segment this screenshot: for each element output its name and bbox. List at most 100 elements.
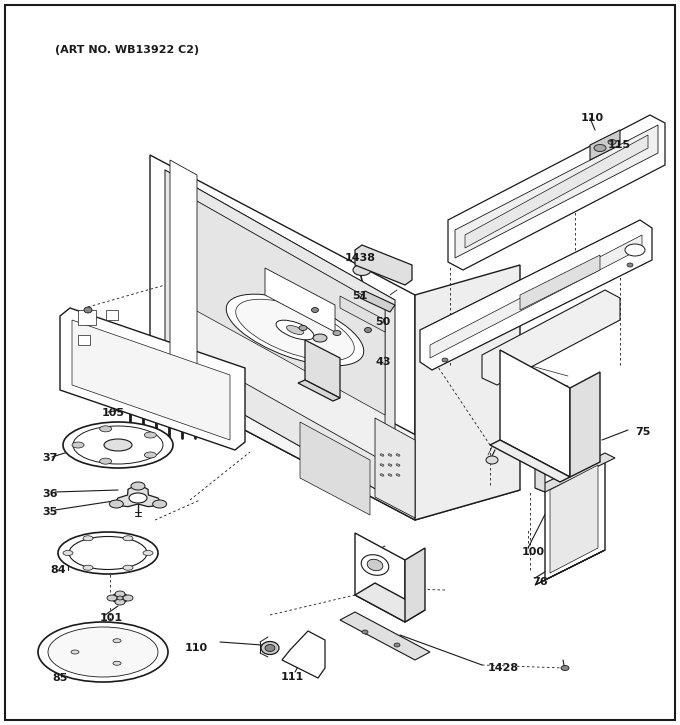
Ellipse shape [117, 596, 123, 600]
Polygon shape [195, 200, 385, 415]
Ellipse shape [63, 550, 73, 555]
Polygon shape [340, 612, 430, 660]
Polygon shape [282, 631, 325, 678]
Polygon shape [170, 160, 197, 383]
Ellipse shape [265, 645, 275, 652]
Ellipse shape [571, 466, 579, 470]
Ellipse shape [84, 307, 92, 313]
Ellipse shape [286, 326, 303, 334]
Ellipse shape [388, 464, 392, 466]
Bar [78, 310, 96, 325]
Ellipse shape [361, 555, 389, 576]
Ellipse shape [627, 263, 633, 267]
Polygon shape [340, 296, 385, 332]
Ellipse shape [71, 650, 79, 654]
Polygon shape [265, 268, 335, 332]
Polygon shape [465, 135, 648, 248]
Polygon shape [300, 422, 370, 515]
Ellipse shape [123, 536, 133, 541]
Ellipse shape [144, 452, 156, 458]
Ellipse shape [115, 591, 125, 597]
Ellipse shape [396, 454, 400, 456]
Ellipse shape [362, 630, 368, 634]
Text: 35: 35 [42, 507, 57, 517]
Ellipse shape [313, 334, 327, 342]
Text: 51: 51 [352, 291, 367, 301]
Ellipse shape [276, 320, 314, 340]
Bar [106, 310, 118, 320]
Ellipse shape [364, 328, 371, 333]
Text: 110: 110 [581, 113, 604, 123]
Polygon shape [535, 460, 545, 492]
Polygon shape [72, 320, 230, 440]
Text: 36: 36 [42, 489, 58, 499]
Ellipse shape [69, 536, 147, 570]
Text: 115: 115 [608, 140, 631, 150]
Ellipse shape [333, 331, 341, 336]
Text: 50: 50 [375, 317, 390, 327]
Text: 85: 85 [52, 673, 67, 683]
Ellipse shape [143, 550, 153, 555]
Polygon shape [355, 583, 425, 622]
Ellipse shape [380, 464, 384, 466]
Polygon shape [405, 548, 425, 622]
Polygon shape [490, 440, 570, 482]
Ellipse shape [72, 442, 84, 448]
Ellipse shape [380, 454, 384, 456]
Polygon shape [590, 130, 620, 160]
Ellipse shape [58, 532, 158, 574]
Polygon shape [60, 308, 245, 450]
Ellipse shape [107, 595, 117, 601]
Ellipse shape [100, 426, 112, 432]
Polygon shape [545, 458, 605, 580]
Text: 101: 101 [100, 613, 123, 623]
Ellipse shape [353, 265, 371, 276]
Ellipse shape [608, 139, 616, 144]
Polygon shape [500, 350, 570, 477]
Text: 76: 76 [532, 577, 547, 587]
Polygon shape [360, 291, 395, 312]
Ellipse shape [388, 454, 392, 456]
Polygon shape [430, 235, 642, 358]
Polygon shape [455, 125, 658, 258]
Polygon shape [482, 290, 620, 385]
Polygon shape [298, 380, 340, 401]
Polygon shape [355, 533, 405, 622]
Polygon shape [355, 245, 412, 285]
Ellipse shape [115, 599, 125, 605]
Ellipse shape [144, 432, 156, 438]
Ellipse shape [396, 474, 400, 476]
Polygon shape [375, 418, 415, 518]
Text: 105: 105 [102, 408, 125, 418]
Ellipse shape [123, 566, 133, 571]
Polygon shape [150, 350, 520, 520]
Polygon shape [550, 465, 598, 573]
Ellipse shape [38, 622, 168, 682]
Text: 84: 84 [50, 565, 66, 575]
Ellipse shape [129, 493, 147, 503]
Ellipse shape [104, 439, 132, 451]
Text: 43: 43 [375, 357, 390, 367]
Polygon shape [150, 155, 415, 520]
Text: 75: 75 [635, 427, 650, 437]
Ellipse shape [152, 500, 167, 508]
Polygon shape [114, 484, 163, 507]
Ellipse shape [396, 464, 400, 466]
Text: 37: 37 [42, 453, 57, 463]
Polygon shape [305, 340, 340, 398]
Ellipse shape [113, 639, 121, 643]
Ellipse shape [299, 326, 307, 331]
Ellipse shape [226, 294, 364, 366]
Ellipse shape [131, 482, 145, 490]
Ellipse shape [100, 458, 112, 464]
Text: (ART NO. WB13922 C2): (ART NO. WB13922 C2) [55, 45, 199, 55]
Text: 100: 100 [522, 547, 545, 557]
Ellipse shape [83, 566, 93, 571]
Polygon shape [165, 170, 395, 500]
Ellipse shape [261, 642, 279, 655]
Polygon shape [448, 115, 665, 270]
Ellipse shape [388, 474, 392, 476]
Polygon shape [195, 200, 385, 462]
Text: 111: 111 [280, 672, 304, 682]
Ellipse shape [83, 536, 93, 541]
